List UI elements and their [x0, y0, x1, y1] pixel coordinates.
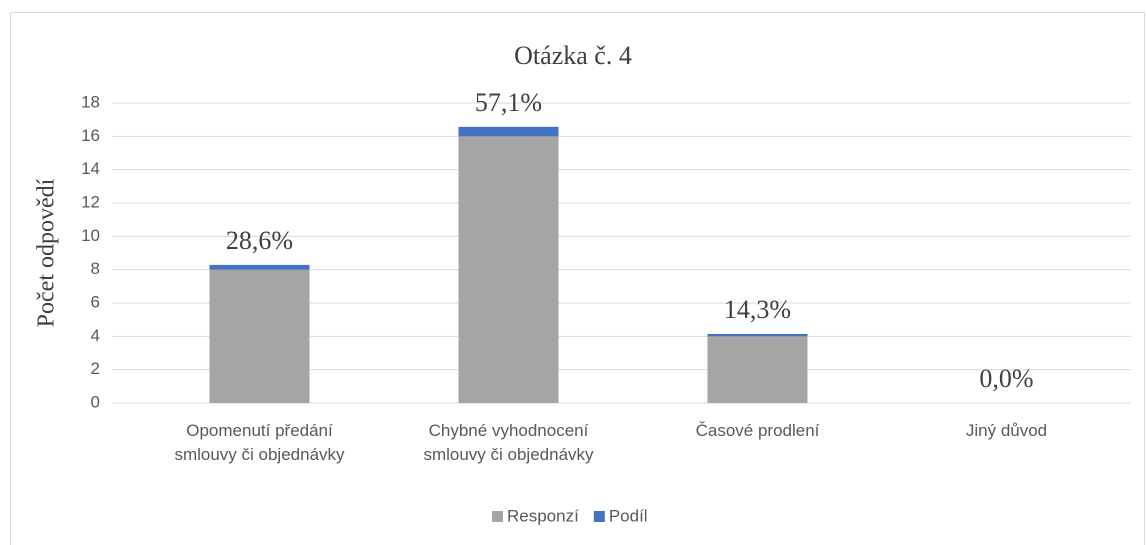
y-tick-label: 14 — [81, 159, 100, 178]
legend-swatch — [593, 511, 605, 522]
x-tick-label: Opomenutí předání smlouvy či objednávky — [174, 421, 345, 464]
y-tick-label: 6 — [91, 292, 100, 311]
chart-border — [10, 12, 1145, 545]
bar-segment — [209, 264, 310, 270]
legend-swatch — [492, 511, 503, 522]
data-label: 28,6% — [226, 226, 293, 255]
y-tick-label: 10 — [81, 226, 100, 245]
x-tick-label: Jiný důvod — [965, 421, 1048, 440]
y-tick-label: 8 — [91, 259, 100, 278]
legend-label: Responzí — [507, 506, 579, 525]
bar-segment — [209, 269, 310, 403]
data-label: 57,1% — [475, 88, 542, 117]
bar-segment — [458, 126, 559, 137]
y-tick-label: 4 — [91, 326, 100, 345]
legend-label: Podíl — [609, 506, 648, 525]
y-tick-label: 12 — [81, 192, 100, 211]
data-label: 0,0% — [979, 364, 1033, 393]
bar-segment — [707, 333, 808, 337]
x-tick-label-box: Chybné vyhodnocení smlouvy či objednávky — [423, 421, 594, 464]
bar-segment — [707, 336, 808, 403]
x-tick-label-box: Jiný důvod — [965, 421, 1048, 440]
x-tick-label-box: Opomenutí předání smlouvy či objednávky — [174, 421, 345, 464]
y-axis-label: Počet odpovědí — [34, 178, 60, 327]
x-tick-label-box: Časové prodlení — [695, 421, 820, 440]
data-label: 14,3% — [724, 295, 791, 324]
y-tick-label: 16 — [81, 126, 100, 145]
y-tick-label: 2 — [91, 359, 100, 378]
chart-title: Otázka č. 4 — [514, 41, 632, 70]
x-tick-label: Časové prodlení — [695, 421, 820, 440]
bar-segment — [458, 136, 559, 404]
y-tick-label: 18 — [81, 92, 100, 111]
y-tick-label: 0 — [91, 392, 100, 411]
x-tick-label: Chybné vyhodnocení smlouvy či objednávky — [423, 421, 594, 464]
